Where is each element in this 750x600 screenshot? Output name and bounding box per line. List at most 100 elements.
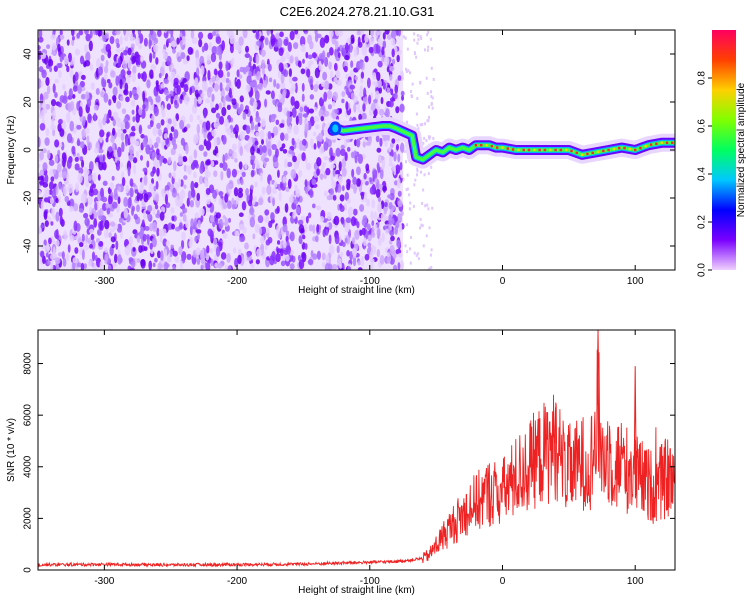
- noise-blob: [260, 59, 266, 70]
- noise-blob: [304, 242, 308, 250]
- noise-blob: [57, 252, 64, 257]
- noise-blob: [145, 234, 150, 240]
- noise-blob: [147, 192, 152, 198]
- noise-blob: [315, 124, 320, 130]
- noise-blob: [327, 104, 333, 110]
- noise-blob: [48, 237, 52, 245]
- noise-fringe: [430, 90, 433, 94]
- noise-blob: [183, 126, 188, 132]
- noise-blob: [180, 260, 183, 269]
- noise-blob: [297, 254, 302, 262]
- signal-core: [480, 144, 483, 147]
- noise-blob: [308, 224, 314, 232]
- noise-blob: [377, 60, 383, 68]
- noise-blob: [397, 153, 401, 163]
- noise-fringe: [417, 257, 420, 261]
- noise-blob: [169, 132, 173, 141]
- noise-blob: [153, 44, 159, 53]
- noise-fringe: [426, 48, 429, 52]
- noise-blob: [67, 52, 72, 63]
- signal-core: [580, 153, 584, 156]
- signal-core: [671, 141, 674, 144]
- noise-blob: [302, 58, 305, 64]
- noise-fringe: [427, 30, 430, 34]
- noise-blob: [121, 108, 127, 115]
- noise-blob: [237, 248, 242, 256]
- noise-blob: [38, 30, 43, 39]
- noise-blob: [246, 75, 252, 85]
- noise-blob: [355, 138, 361, 148]
- noise-fringe: [426, 91, 429, 95]
- noise-blob: [123, 89, 129, 96]
- noise-blob: [112, 95, 117, 104]
- noise-blob: [149, 101, 155, 111]
- noise-blob: [157, 30, 162, 37]
- noise-blob: [66, 159, 72, 169]
- noise-blob: [295, 206, 301, 215]
- noise-blob: [260, 118, 266, 127]
- noise-blob: [133, 93, 139, 101]
- noise-blob: [100, 54, 105, 62]
- noise-blob: [80, 262, 85, 270]
- noise-blob: [374, 224, 378, 232]
- noise-blob: [92, 172, 97, 182]
- noise-blob: [141, 71, 147, 82]
- noise-blob: [106, 78, 111, 84]
- noise-blob: [250, 155, 256, 160]
- noise-blob: [333, 215, 340, 226]
- noise-fringe: [421, 123, 424, 127]
- noise-blob: [346, 250, 350, 257]
- noise-blob: [293, 42, 299, 50]
- noise-blob: [52, 30, 56, 35]
- noise-blob: [213, 68, 218, 76]
- noise-blob: [338, 258, 342, 264]
- spec-ytick-label: 20: [23, 96, 34, 108]
- noise-blob: [261, 67, 265, 76]
- noise-blob: [314, 30, 318, 35]
- noise-blob: [170, 96, 174, 105]
- noise-blob: [205, 120, 211, 131]
- noise-fringe: [409, 71, 412, 75]
- noise-blob: [261, 186, 266, 196]
- noise-fringe: [430, 47, 433, 51]
- noise-blob: [93, 104, 100, 111]
- noise-blob: [87, 260, 92, 267]
- noise-blob: [278, 93, 283, 100]
- noise-blob: [393, 151, 397, 162]
- noise-blob: [186, 55, 190, 62]
- noise-blob: [363, 173, 367, 180]
- noise-blob: [180, 52, 186, 59]
- noise-blob: [167, 30, 172, 34]
- noise-blob: [374, 90, 380, 100]
- noise-blob: [83, 212, 89, 219]
- noise-blob: [222, 154, 226, 164]
- noise-blob: [39, 150, 44, 161]
- noise-blob: [321, 252, 326, 261]
- noise-blob: [264, 209, 270, 216]
- signal-core: [543, 148, 547, 152]
- noise-blob: [219, 162, 224, 169]
- noise-fringe: [432, 136, 435, 140]
- noise-blob: [370, 30, 375, 37]
- noise-blob: [171, 215, 175, 222]
- noise-blob: [234, 158, 238, 163]
- noise-blob: [182, 213, 187, 222]
- noise-blob: [310, 84, 314, 91]
- noise-blob: [371, 183, 376, 193]
- signal-core: [644, 144, 648, 148]
- noise-blob: [211, 107, 217, 114]
- noise-blob: [181, 251, 187, 262]
- noise-blob: [356, 30, 362, 36]
- noise-blob: [294, 100, 300, 110]
- noise-blob: [97, 190, 101, 202]
- noise-blob: [127, 198, 132, 209]
- noise-blob: [266, 184, 272, 196]
- noise-blob: [131, 125, 136, 132]
- noise-blob: [213, 137, 218, 148]
- noise-blob: [296, 142, 300, 149]
- noise-blob: [304, 123, 309, 133]
- spec-ytick-label: 40: [23, 48, 34, 60]
- noise-blob: [400, 260, 404, 270]
- snr-trace: [38, 349, 675, 568]
- noise-blob: [42, 162, 48, 172]
